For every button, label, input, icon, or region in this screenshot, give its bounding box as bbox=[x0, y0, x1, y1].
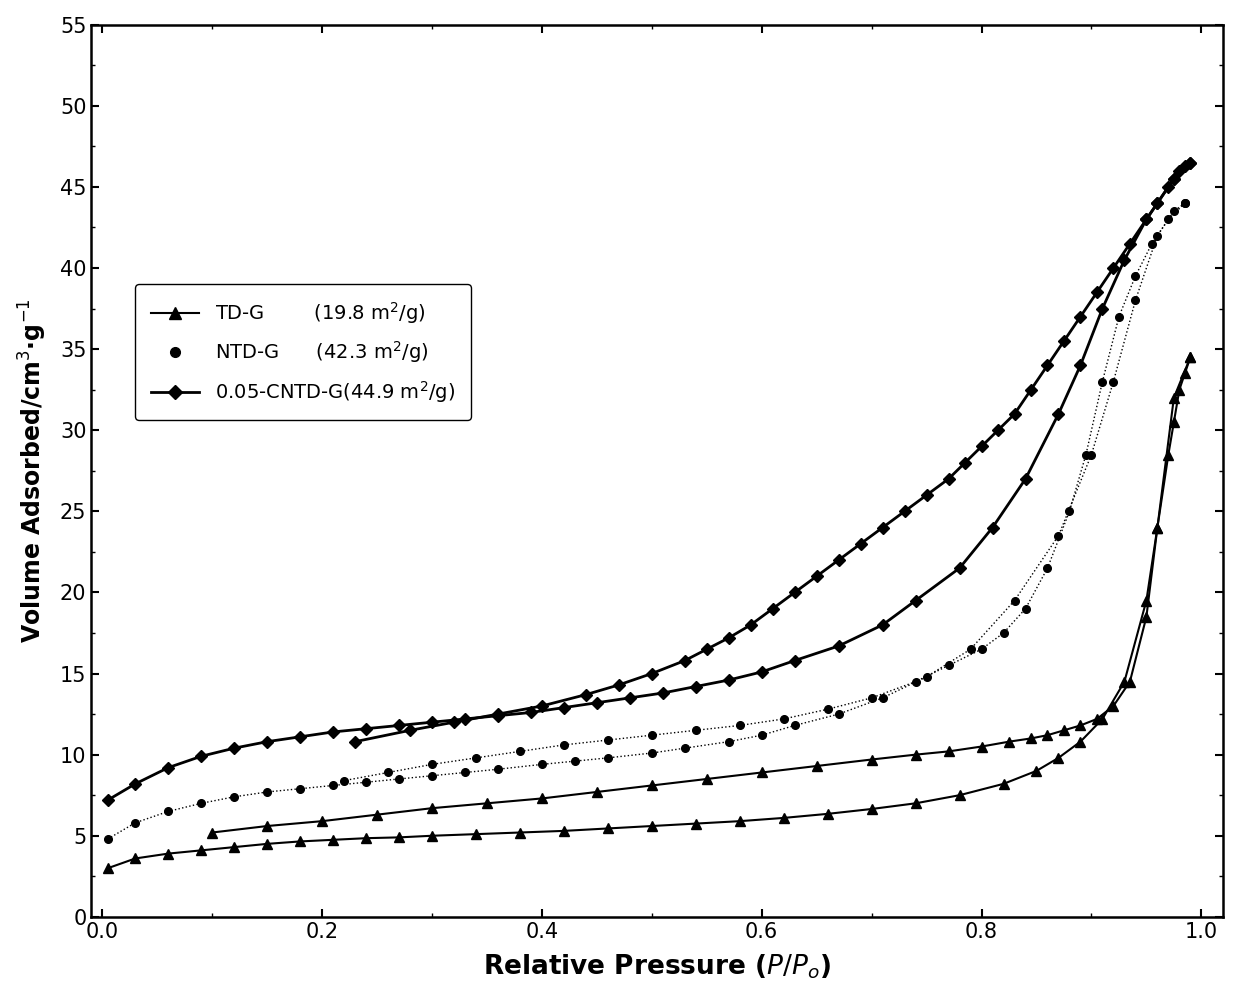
Y-axis label: Volume Adsorbed/cm$^3$·g$^{-1}$: Volume Adsorbed/cm$^3$·g$^{-1}$ bbox=[16, 298, 48, 643]
X-axis label: Relative Pressure ($P/P_o$): Relative Pressure ($P/P_o$) bbox=[484, 953, 831, 981]
Legend: TD-G        (19.8 m$^2$/g), NTD-G      (42.3 m$^2$/g), 0.05-CNTD-G(44.9 m$^2$/g): TD-G (19.8 m$^2$/g), NTD-G (42.3 m$^2$/g… bbox=[135, 284, 471, 420]
